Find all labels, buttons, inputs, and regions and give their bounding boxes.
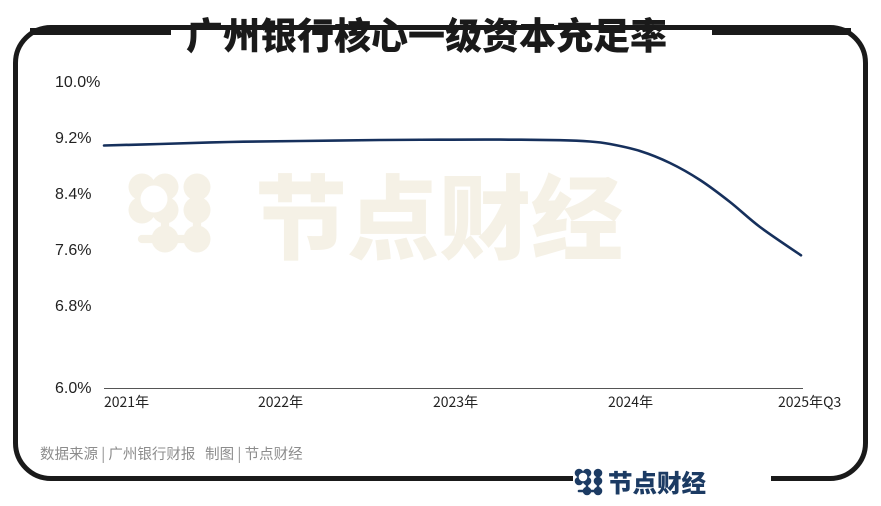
svg-text:节点财经: 节点财经 [255, 172, 623, 267]
svg-text:节点财经: 节点财经 [608, 468, 706, 500]
